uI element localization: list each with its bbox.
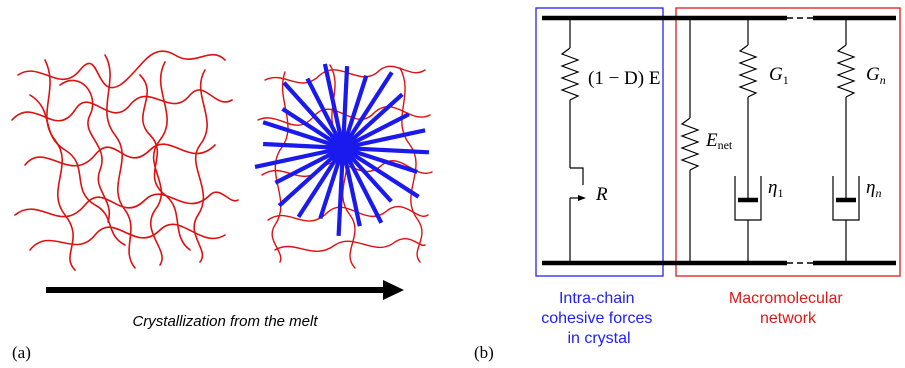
lamella: [341, 146, 393, 203]
etan-label: ηn: [866, 177, 881, 200]
lamella: [342, 146, 418, 174]
lamella: [296, 146, 345, 219]
intra-chain-caption: Intra-chain cohesive forces in crystal: [541, 290, 657, 347]
lamella: [341, 75, 369, 149]
lamella: [254, 145, 344, 169]
lamella: [262, 141, 344, 151]
eta1-label: η1: [768, 177, 783, 200]
spring-label: (1 − D) E: [588, 68, 660, 89]
lamella: [282, 81, 345, 150]
lamella: [281, 107, 345, 150]
lamella: [340, 147, 362, 227]
spherulite-nucleus: [335, 140, 351, 156]
branch-enet: [680, 18, 700, 263]
lamella: [341, 92, 404, 150]
network-box: [675, 7, 901, 277]
g1-label: G1: [769, 64, 789, 87]
lamella: [336, 147, 346, 237]
slider-label: R: [595, 184, 608, 205]
arrow-caption: Crystallization from the melt: [132, 313, 318, 330]
intra-chain-box: [535, 7, 664, 277]
slider-arrowhead: [578, 195, 586, 201]
lamella: [322, 63, 346, 149]
lamella: [342, 145, 430, 155]
lamella: [341, 146, 420, 199]
lamella: [340, 65, 350, 149]
lamella: [277, 146, 345, 208]
network-caption: Macromolecular network: [729, 290, 847, 327]
panel-a: Crystallization from the melt (a): [11, 50, 433, 362]
lamella: [341, 71, 394, 150]
branch-intra-chain: [560, 18, 584, 263]
process-arrow: [46, 280, 404, 300]
panel-b-label: (b): [474, 343, 494, 362]
panel-a-label: (a): [12, 343, 31, 362]
branch-maxwell-n: [832, 18, 860, 263]
branch-maxwell-1: [734, 18, 762, 263]
lamella: [341, 147, 384, 224]
lamella: [274, 146, 344, 185]
lamella: [305, 77, 345, 149]
crystal-lamellae: [254, 63, 430, 237]
panel-b: (1 − D) E R Enet G1 η1 Gn η: [474, 7, 901, 362]
lamella: [342, 112, 410, 150]
enet-label: Enet: [705, 130, 733, 152]
lamella: [342, 128, 426, 151]
lamella: [262, 120, 344, 150]
gn-label: Gn: [866, 64, 886, 87]
lamella: [318, 147, 345, 220]
melt-chains: [11, 50, 239, 271]
